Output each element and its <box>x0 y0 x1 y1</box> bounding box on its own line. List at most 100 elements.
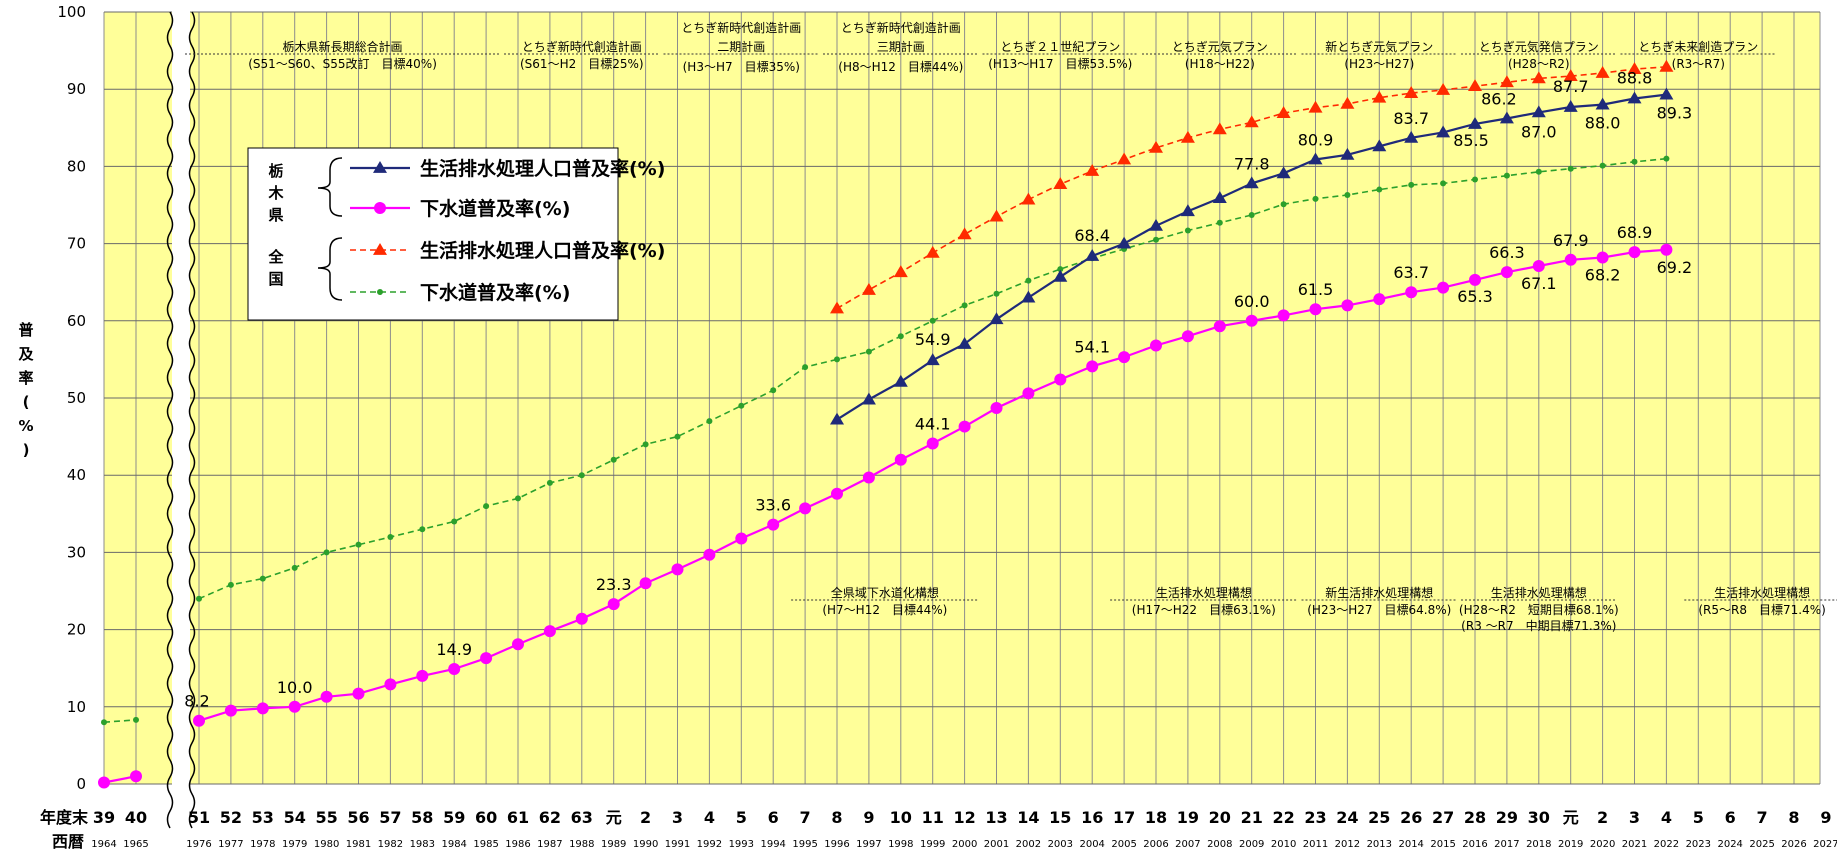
data-point <box>862 471 875 484</box>
data-point <box>1025 277 1032 284</box>
legend-brace <box>317 157 343 217</box>
x-year-label: 2023 <box>1686 839 1711 850</box>
x-tick-label: 63 <box>571 808 593 827</box>
x-year-label: 2018 <box>1526 839 1551 850</box>
x-tick-label: 元 <box>606 808 622 827</box>
data-point <box>1627 62 1642 75</box>
x-year-label: 2005 <box>1111 839 1136 850</box>
data-point <box>1180 130 1195 143</box>
data-label: 66.3 <box>1489 243 1525 262</box>
x-year-label: 2008 <box>1207 839 1232 850</box>
data-point <box>1503 172 1510 179</box>
x-year-label: 1965 <box>123 839 148 850</box>
data-point <box>703 548 716 561</box>
x-year-label: 2014 <box>1398 839 1423 850</box>
data-label: 14.9 <box>436 640 472 659</box>
x-year-label: 1964 <box>91 839 116 850</box>
plan-title: 生活排水処理構想 <box>1714 585 1810 600</box>
data-point <box>957 336 972 349</box>
data-point <box>961 302 968 309</box>
x-year-label: 1986 <box>505 839 530 850</box>
data-point <box>101 719 107 726</box>
data-point <box>1245 314 1258 327</box>
data-point <box>259 575 266 582</box>
x-year-label: 2024 <box>1717 839 1742 850</box>
data-point <box>1599 162 1606 169</box>
data-point <box>607 598 620 611</box>
data-point <box>1021 192 1036 205</box>
data-point <box>1118 351 1131 364</box>
legend-marker <box>373 161 387 173</box>
x-year-label: 1988 <box>569 839 594 850</box>
y-axis-label-char: 率 <box>18 369 33 387</box>
data-point <box>1149 140 1163 153</box>
plan-title: とちぎ新時代創造計画 <box>681 20 801 35</box>
data-point <box>480 652 493 665</box>
data-point <box>767 518 780 531</box>
data-point <box>735 532 748 545</box>
data-point <box>674 433 681 440</box>
data-point <box>1340 96 1355 109</box>
x-year-label: 1984 <box>441 839 466 850</box>
x-tick-label: 16 <box>1081 808 1103 827</box>
x-year-label: 2015 <box>1430 839 1455 850</box>
data-point <box>1053 269 1068 282</box>
data-point <box>1117 152 1132 165</box>
data-point <box>990 402 1003 415</box>
x-tick-label: 19 <box>1177 808 1199 827</box>
x-year-label: 2011 <box>1303 839 1328 850</box>
data-point <box>1595 97 1610 110</box>
data-point <box>355 541 362 548</box>
data-label: 86.2 <box>1481 90 1517 109</box>
plan-subtitle: (H8～H12 目標44%) <box>838 60 963 74</box>
plan-title: とちぎ新時代創造計画 <box>841 20 961 35</box>
legend-group-label: 国 <box>268 270 283 288</box>
data-point <box>1627 91 1642 104</box>
data-point <box>1021 290 1036 303</box>
x-tick-label: 17 <box>1113 808 1135 827</box>
data-point <box>451 518 458 525</box>
x-tick-label: 12 <box>953 808 975 827</box>
legend-group-label: 全 <box>267 248 284 266</box>
axis-break-band <box>172 10 190 822</box>
x-tick-label: 53 <box>252 808 274 827</box>
x-year-label: 2021 <box>1622 839 1647 850</box>
x-year-label: 2000 <box>952 839 977 850</box>
x-tick-label: 26 <box>1400 808 1422 827</box>
x-year-label: 1990 <box>633 839 658 850</box>
data-point <box>1535 168 1542 175</box>
data-point <box>1086 360 1099 373</box>
x-year-label: 1993 <box>729 839 754 850</box>
data-point <box>1372 90 1387 103</box>
data-label: 44.1 <box>915 415 951 434</box>
data-label: 69.2 <box>1657 258 1693 277</box>
data-label: 83.7 <box>1393 109 1429 128</box>
data-point <box>893 374 908 387</box>
x-tick-label: 28 <box>1464 808 1486 827</box>
data-point <box>834 356 840 363</box>
data-label: 23.3 <box>596 575 632 594</box>
y-tick-label: 90 <box>67 80 86 98</box>
data-point <box>1596 251 1609 264</box>
data-point <box>830 301 844 314</box>
x-tick-label: 6 <box>768 808 779 827</box>
data-point <box>1244 115 1259 128</box>
plan-title: 全県域下水道化構想 <box>831 585 939 600</box>
legend-group-label: 木 <box>267 184 284 202</box>
legend-group-label: 栃 <box>268 162 283 180</box>
x-year-label: 1978 <box>250 839 275 850</box>
x-tick-label: 3 <box>1629 808 1640 827</box>
data-point <box>671 563 684 576</box>
plan-title: とちぎ元気発信プラン <box>1479 39 1599 54</box>
data-point <box>1564 253 1577 266</box>
data-point <box>639 577 652 590</box>
x-tick-label: 20 <box>1209 808 1231 827</box>
x-year-label: 2022 <box>1654 839 1679 850</box>
data-point <box>546 479 553 486</box>
data-label: 65.3 <box>1457 287 1493 306</box>
legend-group-label: 県 <box>268 206 283 224</box>
plan-title: とちぎ元気プラン <box>1172 39 1268 54</box>
x-year-label: 2016 <box>1462 839 1487 850</box>
data-point <box>416 669 429 682</box>
x-year-label: 1995 <box>792 839 817 850</box>
